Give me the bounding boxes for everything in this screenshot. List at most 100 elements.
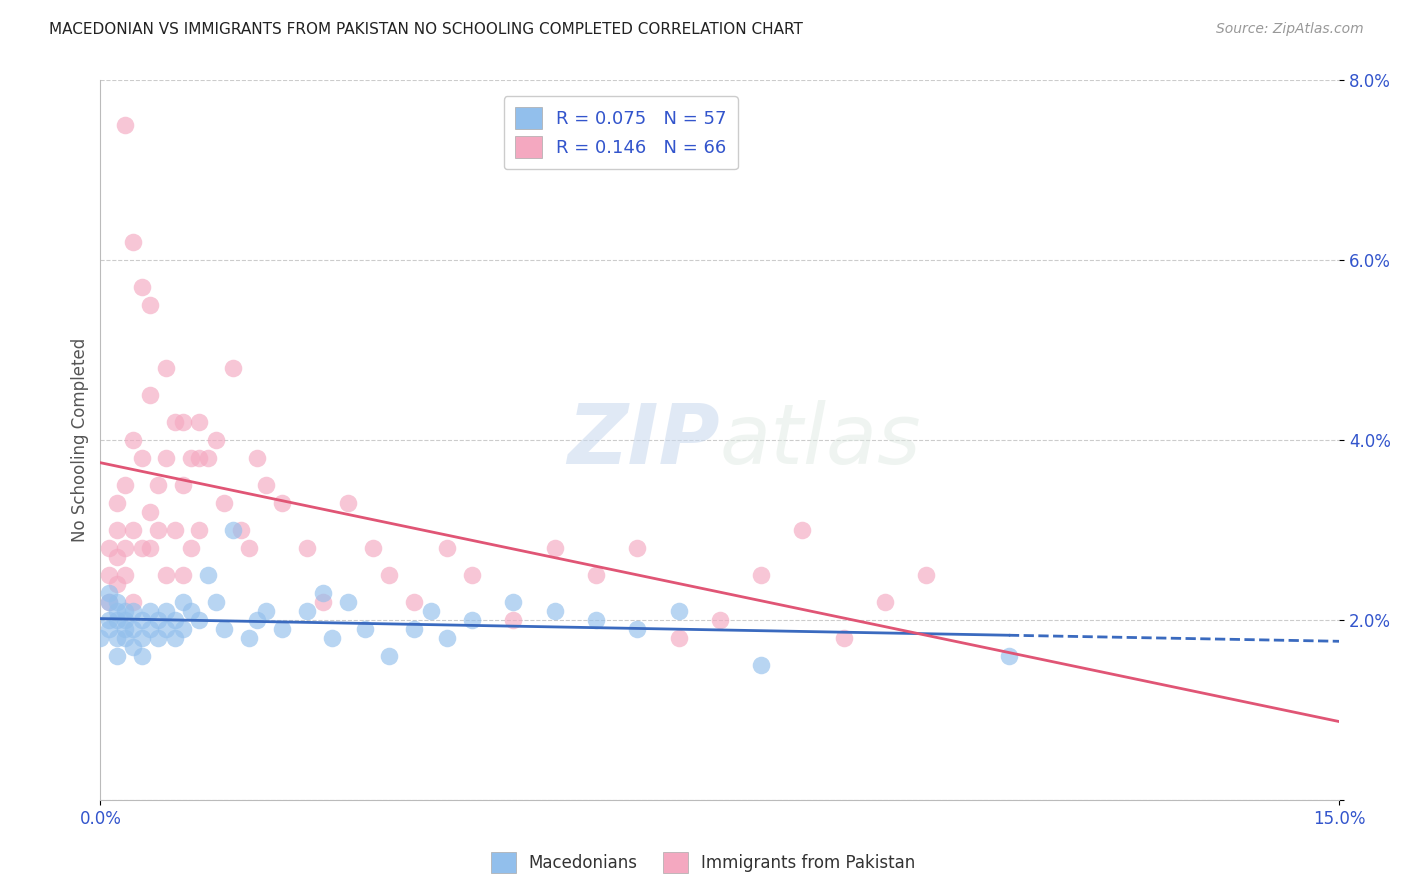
Point bbox=[792, 523, 814, 537]
Point bbox=[131, 451, 153, 466]
Point bbox=[105, 595, 128, 609]
Point bbox=[254, 604, 277, 618]
Point bbox=[97, 595, 120, 609]
Point bbox=[155, 568, 177, 582]
Point bbox=[353, 622, 375, 636]
Point bbox=[122, 523, 145, 537]
Point bbox=[105, 550, 128, 565]
Point bbox=[163, 613, 186, 627]
Point bbox=[139, 388, 162, 402]
Point bbox=[502, 595, 524, 609]
Point bbox=[188, 415, 211, 429]
Point bbox=[295, 541, 318, 556]
Point bbox=[915, 568, 938, 582]
Point bbox=[626, 541, 648, 556]
Point bbox=[89, 631, 111, 645]
Point bbox=[105, 631, 128, 645]
Point bbox=[271, 496, 294, 510]
Point bbox=[163, 631, 186, 645]
Point bbox=[105, 613, 128, 627]
Point bbox=[114, 604, 136, 618]
Point bbox=[254, 478, 277, 492]
Point bbox=[172, 595, 194, 609]
Text: ZIP: ZIP bbox=[567, 400, 720, 481]
Point bbox=[172, 622, 194, 636]
Point bbox=[122, 433, 145, 447]
Point bbox=[122, 235, 145, 249]
Point bbox=[832, 631, 855, 645]
Point bbox=[105, 604, 128, 618]
Point bbox=[146, 631, 169, 645]
Point bbox=[197, 568, 219, 582]
Point bbox=[668, 604, 690, 618]
Point bbox=[404, 595, 426, 609]
Point bbox=[197, 451, 219, 466]
Point bbox=[404, 622, 426, 636]
Point bbox=[155, 361, 177, 376]
Point bbox=[221, 523, 243, 537]
Point bbox=[114, 568, 136, 582]
Point bbox=[378, 649, 401, 664]
Point bbox=[122, 622, 145, 636]
Point bbox=[668, 631, 690, 645]
Point bbox=[998, 649, 1021, 664]
Point bbox=[122, 595, 145, 609]
Point bbox=[105, 577, 128, 591]
Point bbox=[97, 568, 120, 582]
Point bbox=[461, 613, 484, 627]
Point bbox=[180, 604, 202, 618]
Point bbox=[271, 622, 294, 636]
Point bbox=[461, 568, 484, 582]
Point bbox=[873, 595, 896, 609]
Point bbox=[172, 478, 194, 492]
Point bbox=[114, 631, 136, 645]
Point bbox=[139, 541, 162, 556]
Point bbox=[361, 541, 384, 556]
Point bbox=[97, 622, 120, 636]
Point bbox=[229, 523, 252, 537]
Point bbox=[321, 631, 343, 645]
Point bbox=[246, 451, 269, 466]
Point bbox=[122, 640, 145, 655]
Point bbox=[114, 541, 136, 556]
Point bbox=[543, 604, 565, 618]
Point bbox=[312, 586, 335, 600]
Point bbox=[221, 361, 243, 376]
Point bbox=[105, 45, 128, 60]
Point bbox=[155, 451, 177, 466]
Point bbox=[122, 604, 145, 618]
Y-axis label: No Schooling Completed: No Schooling Completed bbox=[72, 338, 89, 542]
Text: MACEDONIAN VS IMMIGRANTS FROM PAKISTAN NO SCHOOLING COMPLETED CORRELATION CHART: MACEDONIAN VS IMMIGRANTS FROM PAKISTAN N… bbox=[49, 22, 803, 37]
Point bbox=[585, 568, 607, 582]
Point bbox=[188, 523, 211, 537]
Point bbox=[155, 604, 177, 618]
Legend: R = 0.075   N = 57, R = 0.146   N = 66: R = 0.075 N = 57, R = 0.146 N = 66 bbox=[503, 96, 738, 169]
Point bbox=[139, 505, 162, 519]
Text: Source: ZipAtlas.com: Source: ZipAtlas.com bbox=[1216, 22, 1364, 37]
Point bbox=[105, 649, 128, 664]
Point bbox=[105, 523, 128, 537]
Point bbox=[180, 541, 202, 556]
Point bbox=[709, 613, 731, 627]
Point bbox=[146, 478, 169, 492]
Point bbox=[212, 496, 235, 510]
Point bbox=[188, 451, 211, 466]
Point bbox=[163, 415, 186, 429]
Point bbox=[97, 586, 120, 600]
Point bbox=[146, 523, 169, 537]
Point bbox=[436, 631, 458, 645]
Point bbox=[97, 541, 120, 556]
Point bbox=[436, 541, 458, 556]
Point bbox=[131, 280, 153, 294]
Point bbox=[114, 118, 136, 132]
Point bbox=[749, 568, 772, 582]
Point bbox=[205, 595, 228, 609]
Point bbox=[114, 613, 136, 627]
Point bbox=[131, 649, 153, 664]
Point bbox=[97, 595, 120, 609]
Text: atlas: atlas bbox=[720, 400, 921, 481]
Point bbox=[172, 415, 194, 429]
Point bbox=[131, 541, 153, 556]
Point bbox=[114, 478, 136, 492]
Point bbox=[246, 613, 269, 627]
